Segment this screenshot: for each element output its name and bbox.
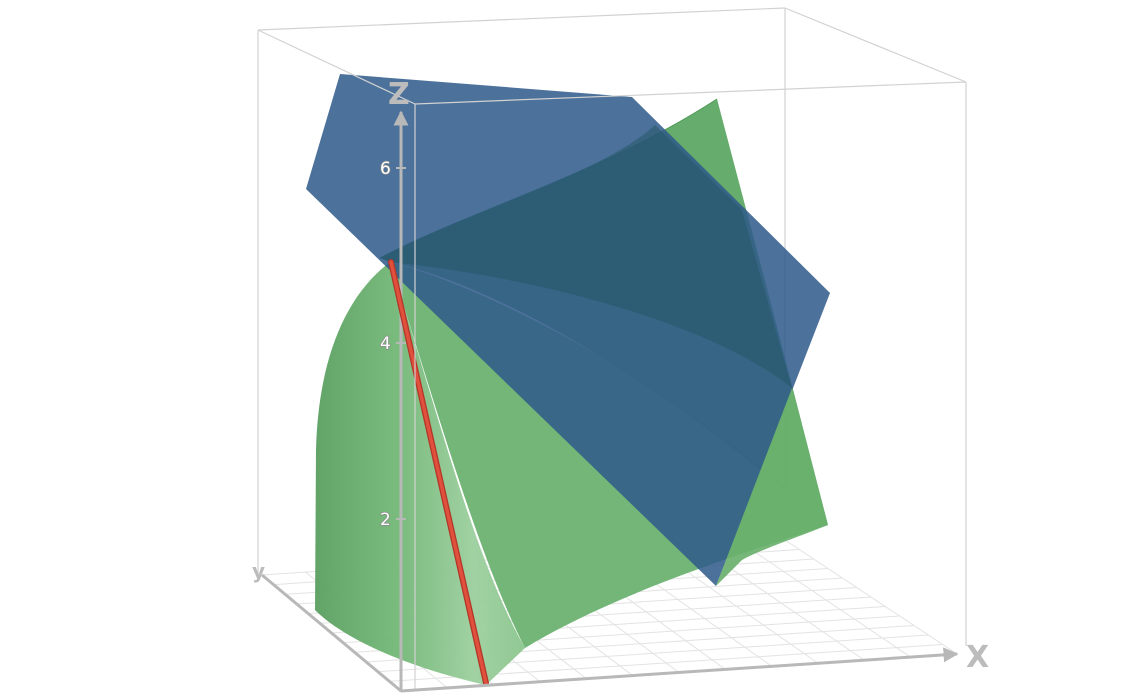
x-axis-label: x (966, 640, 989, 675)
z-tick-label-6: 6 (380, 159, 391, 179)
z-tick-label-2: 2 (380, 510, 391, 530)
grid-line (784, 539, 958, 655)
y-axis (261, 573, 402, 693)
z-tick-label-4: 4 (380, 334, 391, 354)
green-surface-lower-right (716, 388, 828, 586)
bounding-box-front (257, 29, 967, 690)
grid-line (741, 542, 911, 658)
z-axis-label: z (388, 77, 410, 112)
green-surface-curved-face (315, 262, 525, 685)
y-axis-label: y (252, 559, 265, 583)
blue-green-overlap (380, 125, 792, 388)
z-ticks (396, 167, 406, 520)
x-axis (400, 647, 959, 693)
red-line-core (389, 260, 488, 685)
